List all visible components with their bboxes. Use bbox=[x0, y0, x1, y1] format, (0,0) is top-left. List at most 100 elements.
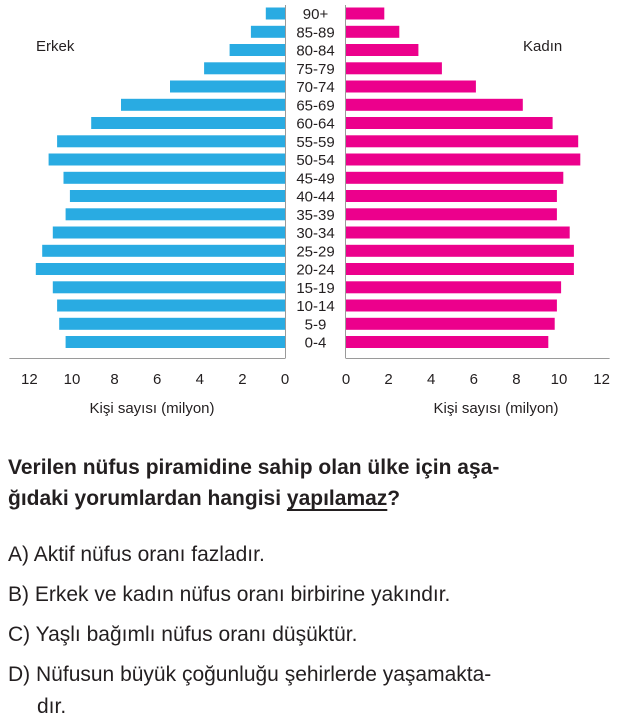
age-label-35-39: 35-39 bbox=[296, 207, 334, 224]
age-label-70-74: 70-74 bbox=[296, 79, 334, 96]
bar-female-40-44 bbox=[346, 190, 557, 202]
bar-female-30-34 bbox=[346, 226, 570, 239]
tick-right-6: 6 bbox=[470, 371, 478, 388]
option-b-text: Erkek ve kadın nüfus oranı birbirine yak… bbox=[34, 583, 451, 606]
tick-right-2: 2 bbox=[384, 371, 392, 388]
question-line-2: ğıdaki yorumlardan hangisi bbox=[8, 487, 287, 510]
bar-male-55-59 bbox=[57, 135, 285, 148]
age-label-40-44: 40-44 bbox=[296, 189, 334, 206]
bar-male-0-4 bbox=[65, 336, 285, 348]
option-c-text: Yaşlı bağımlı nüfus oranı düşüktür. bbox=[35, 623, 358, 646]
option-d-text: Nüfusun büyük çoğunluğu şehirlerde yaşam… bbox=[36, 663, 492, 686]
option-b[interactable]: B) Erkek ve kadın nüfus oranı birbirine … bbox=[8, 580, 623, 610]
male-bars bbox=[35, 7, 286, 348]
bar-female-85-89 bbox=[346, 25, 400, 38]
bar-male-35-39 bbox=[65, 208, 285, 221]
tick-labels: 0 0 2 2 4 4 6 6 8 8 10 10 12 12 bbox=[21, 371, 610, 388]
bar-female-50-54 bbox=[346, 153, 581, 166]
tick-left-2: 2 bbox=[238, 371, 246, 388]
bar-male-65-69 bbox=[121, 98, 285, 111]
bar-male-10-14 bbox=[57, 299, 285, 312]
tick-right-4: 4 bbox=[427, 371, 435, 388]
bar-female-70-74 bbox=[346, 80, 476, 93]
option-a[interactable]: A) Aktif nüfus oranı fazladır. bbox=[8, 540, 623, 570]
legend-male: Erkek bbox=[36, 38, 75, 55]
option-d-continuation: dır. bbox=[37, 692, 633, 722]
bar-male-5-9 bbox=[59, 317, 286, 330]
age-label-80-84: 80-84 bbox=[296, 43, 334, 60]
question-text: Verilen nüfus piramidine sahip olan ülke… bbox=[8, 452, 623, 514]
bar-female-65-69 bbox=[346, 98, 523, 111]
age-label-5-9: 5-9 bbox=[305, 316, 327, 333]
bar-female-15-19 bbox=[346, 281, 562, 294]
tick-right-10: 10 bbox=[551, 371, 568, 388]
bar-male-30-34 bbox=[52, 226, 285, 239]
bar-male-90+ bbox=[265, 7, 285, 20]
axes bbox=[9, 5, 610, 359]
bar-male-40-44 bbox=[69, 190, 286, 202]
age-label-45-49: 45-49 bbox=[296, 170, 334, 187]
age-label-30-34: 30-34 bbox=[296, 225, 334, 242]
female-bars bbox=[346, 7, 581, 348]
legend-female: Kadın bbox=[523, 38, 562, 55]
age-label-60-64: 60-64 bbox=[296, 116, 334, 133]
age-label-65-69: 65-69 bbox=[296, 97, 334, 114]
option-c[interactable]: C) Yaşlı bağımlı nüfus oranı düşüktür. bbox=[8, 620, 623, 650]
tick-right-0: 0 bbox=[342, 371, 350, 388]
bar-female-10-14 bbox=[346, 299, 557, 312]
bar-female-25-29 bbox=[346, 244, 574, 257]
option-c-letter: C) bbox=[8, 623, 31, 646]
age-label-75-79: 75-79 bbox=[296, 61, 334, 78]
bar-male-15-19 bbox=[52, 281, 285, 294]
age-label-90+: 90+ bbox=[303, 6, 329, 23]
option-d[interactable]: D) Nüfusun büyük çoğunluğu şehirlerde ya… bbox=[8, 660, 623, 690]
bar-female-55-59 bbox=[346, 135, 579, 148]
bar-male-45-49 bbox=[63, 171, 285, 184]
tick-left-10: 10 bbox=[64, 371, 81, 388]
tick-left-8: 8 bbox=[110, 371, 118, 388]
option-d-text-continued: dır. bbox=[37, 695, 67, 718]
tick-left-4: 4 bbox=[196, 371, 204, 388]
bar-male-80-84 bbox=[229, 44, 285, 56]
question-mark: ? bbox=[387, 487, 401, 510]
bar-female-20-24 bbox=[346, 263, 574, 275]
age-label-50-54: 50-54 bbox=[296, 152, 334, 169]
bar-male-20-24 bbox=[35, 263, 285, 275]
tick-right-8: 8 bbox=[512, 371, 520, 388]
bar-male-60-64 bbox=[91, 117, 285, 129]
option-b-letter: B) bbox=[8, 583, 29, 606]
x-axis-label-left: Kişi sayısı (milyon) bbox=[89, 400, 214, 417]
bar-male-70-74 bbox=[170, 80, 285, 93]
bar-male-75-79 bbox=[204, 62, 285, 75]
age-label-20-24: 20-24 bbox=[296, 262, 334, 279]
question-line-1: Verilen nüfus piramidine sahip olan ülke… bbox=[8, 456, 500, 479]
bar-female-35-39 bbox=[346, 208, 557, 221]
bar-female-0-4 bbox=[346, 336, 549, 348]
tick-left-12: 12 bbox=[21, 371, 38, 388]
question-underlined-word: yapılamaz bbox=[286, 487, 388, 510]
tick-right-12: 12 bbox=[593, 371, 610, 388]
option-a-letter: A) bbox=[8, 543, 29, 566]
option-a-text: Aktif nüfus oranı fazladır. bbox=[33, 543, 265, 566]
bar-female-80-84 bbox=[346, 44, 419, 56]
bar-female-90+ bbox=[346, 7, 385, 20]
tick-left-0: 0 bbox=[281, 371, 289, 388]
age-label-15-19: 15-19 bbox=[296, 280, 334, 297]
bar-female-60-64 bbox=[346, 117, 553, 129]
bar-female-45-49 bbox=[346, 171, 564, 184]
age-label-85-89: 85-89 bbox=[296, 24, 334, 41]
bar-male-25-29 bbox=[42, 244, 286, 257]
bar-female-5-9 bbox=[346, 317, 555, 330]
bar-female-75-79 bbox=[346, 62, 442, 75]
x-axis-label-right: Kişi sayısı (milyon) bbox=[433, 400, 558, 417]
bar-male-50-54 bbox=[48, 153, 285, 166]
age-label-55-59: 55-59 bbox=[296, 134, 334, 151]
bar-male-85-89 bbox=[250, 25, 285, 38]
tick-left-6: 6 bbox=[153, 371, 161, 388]
age-label-25-29: 25-29 bbox=[296, 243, 334, 260]
option-d-letter: D) bbox=[8, 663, 31, 686]
age-label-10-14: 10-14 bbox=[296, 298, 334, 315]
age-label-0-4: 0-4 bbox=[305, 335, 327, 352]
